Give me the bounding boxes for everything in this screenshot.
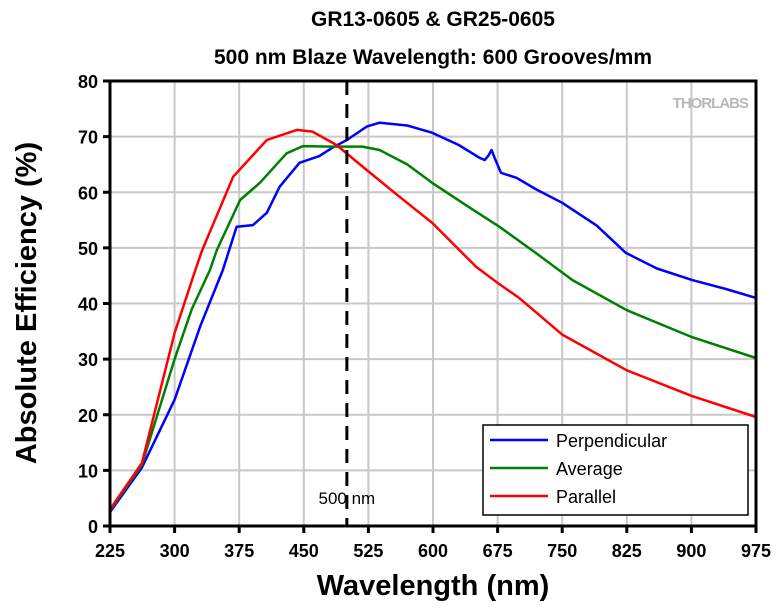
legend: Perpendicular Average Parallel	[482, 424, 749, 516]
x-axis-label: Wavelength (nm)	[317, 570, 550, 602]
y-tick-label: 50	[78, 239, 98, 259]
x-tick-label: 375	[224, 541, 254, 561]
chart-title: GR13-0605 & GR25-0605	[311, 8, 555, 31]
blaze-wavelength-label: 500 nm	[319, 489, 376, 508]
x-tick-label: 750	[547, 541, 577, 561]
series-line-parallel	[108, 128, 757, 511]
y-tick-label: 30	[78, 350, 98, 370]
x-tick-label: 300	[160, 541, 190, 561]
x-tick-label: 675	[483, 541, 513, 561]
x-tick-label: 975	[741, 541, 771, 561]
legend-label-average: Average	[556, 459, 623, 479]
legend-label-perpendicular: Perpendicular	[556, 431, 667, 451]
x-tick-label: 600	[418, 541, 448, 561]
axis-ticks: 225 300 375 450 525 600 675 750 825 900 975 0 10 20 30…	[78, 72, 771, 561]
series-line-perpendicular	[108, 121, 757, 513]
y-tick-label: 10	[78, 461, 98, 481]
x-tick-label: 900	[676, 541, 706, 561]
x-tick-label: 525	[353, 541, 383, 561]
y-tick-label: 20	[78, 406, 98, 426]
x-tick-label: 450	[289, 541, 319, 561]
series-group	[108, 121, 757, 513]
series-line-average	[108, 144, 757, 512]
legend-label-parallel: Parallel	[556, 487, 616, 507]
x-tick-label: 225	[95, 541, 125, 561]
y-axis-label: Absolute Efficiency (%)	[11, 142, 43, 464]
y-tick-label: 60	[78, 183, 98, 203]
chart-subtitle: 500 nm Blaze Wavelength: 600 Grooves/mm	[214, 46, 652, 69]
x-tick-label: 825	[612, 541, 642, 561]
y-tick-label: 40	[78, 295, 98, 315]
y-tick-label: 70	[78, 128, 98, 148]
y-tick-label: 80	[78, 72, 98, 92]
watermark-logo: THORLABS	[673, 95, 749, 112]
y-tick-label: 0	[88, 517, 98, 537]
